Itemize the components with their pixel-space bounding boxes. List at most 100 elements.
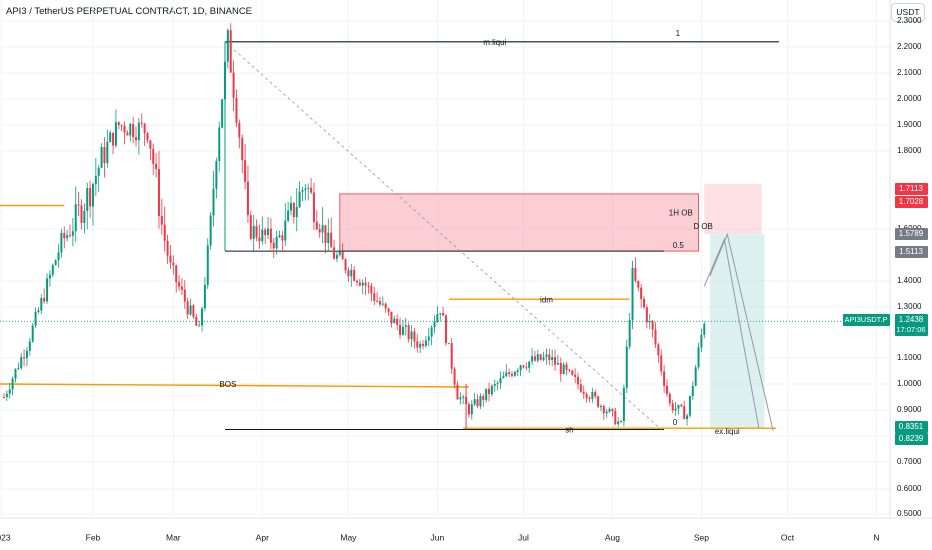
price-tag-bg (895, 228, 928, 240)
candle-body (241, 137, 244, 161)
candle-body (571, 370, 574, 375)
candle-body (80, 205, 83, 223)
candle-body (605, 411, 608, 414)
candle-body (8, 389, 11, 394)
candle-body (310, 187, 313, 193)
candle-body (83, 210, 86, 223)
candle-body (399, 324, 402, 335)
candle-body (453, 368, 456, 385)
candle-body (513, 371, 516, 376)
label-1h-ob: 1H OB (669, 209, 693, 218)
candle-body (20, 357, 23, 369)
candle-body (244, 160, 247, 182)
candle-body (622, 387, 625, 422)
candle-body (562, 364, 565, 374)
candle-body (86, 188, 89, 211)
candle-body (324, 225, 327, 244)
candle-body (117, 122, 120, 126)
candle-body (473, 399, 476, 405)
candle-body (221, 99, 224, 128)
candle-body (157, 169, 160, 216)
candle-body (321, 225, 324, 233)
candle-body (201, 308, 204, 326)
zones (339, 184, 765, 429)
candle-body (390, 311, 393, 324)
candle-body (94, 175, 97, 185)
candle-body (608, 408, 611, 412)
projection-path (703, 237, 760, 429)
candle-body (499, 378, 502, 384)
candle-body (657, 344, 660, 356)
candle-body (591, 392, 594, 400)
candle-body (683, 406, 686, 420)
label-ex-liqui: ex.liqui (715, 427, 740, 436)
candle-body (152, 148, 155, 164)
candle-body (459, 397, 462, 400)
candle-body (671, 403, 674, 411)
candle-body (640, 287, 643, 299)
bos-line (0, 383, 469, 388)
candle-body (376, 300, 379, 302)
candle-body (132, 124, 135, 138)
time-tick-label: Jul (518, 532, 529, 542)
target-zone (710, 234, 765, 429)
candle-body (663, 371, 666, 386)
candle-body (531, 356, 534, 362)
price-tick-label: 2.3000 (897, 16, 922, 25)
candle-body (574, 374, 577, 377)
price-tag-value: 1.7113 (899, 184, 923, 193)
candle-body (160, 215, 163, 225)
price-tick-label: 1.8000 (897, 146, 922, 155)
candle-body (264, 229, 267, 236)
candles (3, 23, 706, 428)
candle-body (338, 251, 341, 256)
candle-body (651, 321, 654, 330)
candle-body (614, 410, 617, 425)
candle-body (123, 125, 126, 133)
candle-body (341, 251, 344, 260)
candle-body (25, 350, 28, 359)
candle-body (249, 215, 252, 239)
candle-body (645, 307, 648, 323)
candle-body (318, 229, 321, 233)
candle-body (195, 316, 198, 326)
symbol-tag-label: API3USDT.P (845, 315, 888, 324)
price-tag-value: 1.7028 (899, 197, 924, 206)
candle-body (330, 232, 333, 248)
candle-body (301, 190, 304, 192)
candle-body (192, 305, 195, 317)
candle-body (146, 133, 149, 141)
candle-body (350, 269, 353, 277)
currency-button[interactable]: USDT (891, 3, 925, 22)
candle-body (57, 252, 60, 261)
time-tick-label: Aug (605, 532, 620, 542)
candle-body (525, 367, 528, 369)
label-0: 0 (673, 418, 678, 427)
price-tick-label: 0.7000 (897, 457, 922, 466)
candle-body (407, 325, 410, 340)
current-price-value: 1.2438 (899, 315, 924, 324)
candle-body (462, 396, 465, 398)
candle-body (559, 362, 562, 374)
candle-body (209, 215, 212, 246)
candle-body (444, 315, 447, 344)
price-tick-label: 1.9000 (897, 120, 922, 129)
price-tick-label: 2.0000 (897, 94, 922, 103)
candle-body (387, 308, 390, 312)
candle-body (496, 383, 499, 385)
candle-body (238, 122, 241, 138)
candle-body (479, 395, 482, 407)
candle-body (542, 357, 545, 360)
candle-body (100, 147, 103, 168)
diagonal-dashed (224, 41, 662, 430)
candle-body (548, 354, 551, 361)
candle-body (485, 388, 488, 401)
time-axis: 2023 Feb Mar Apr May Jun Jul Aug Sep Oct N (0, 532, 880, 542)
price-tag-value: 1.5789 (899, 229, 924, 238)
candle-body (166, 240, 169, 256)
candle-body (508, 372, 511, 375)
candle-body (327, 232, 330, 244)
candle-body (229, 30, 232, 73)
candle-body (312, 192, 315, 222)
